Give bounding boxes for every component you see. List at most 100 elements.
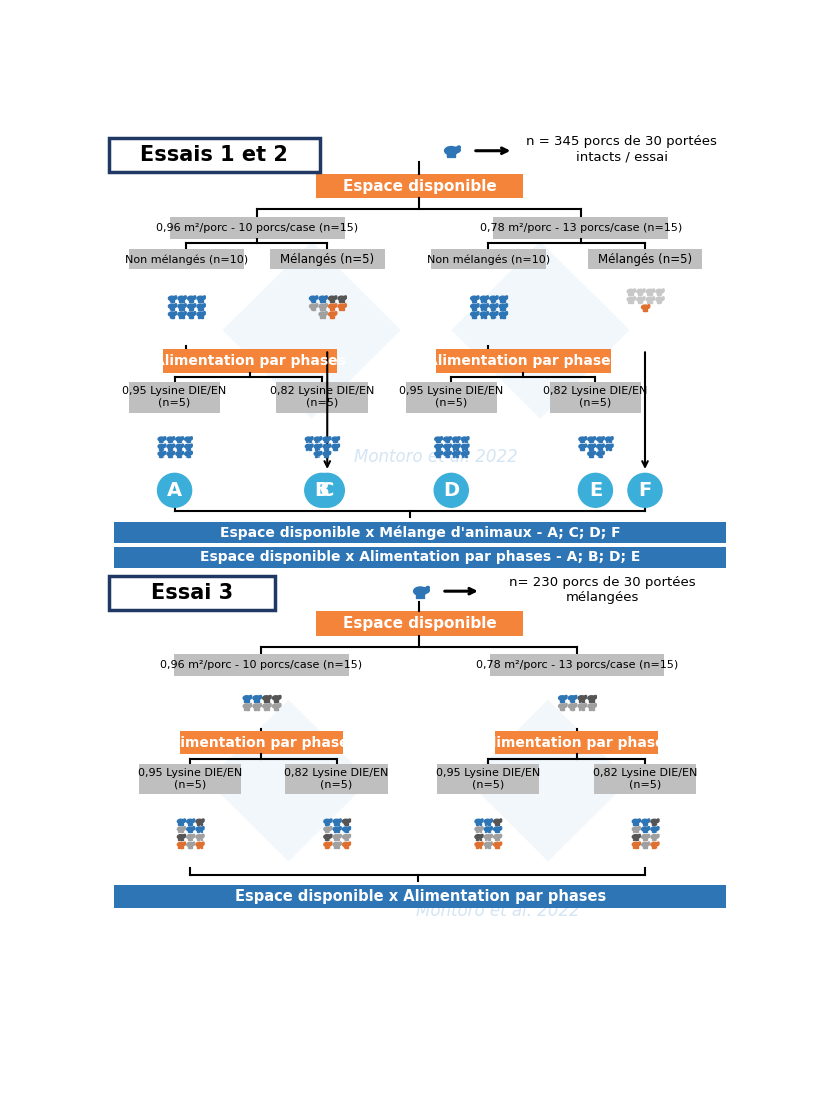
Bar: [199, 823, 200, 825]
Bar: [588, 708, 589, 709]
Ellipse shape: [587, 445, 594, 448]
Ellipse shape: [480, 312, 486, 317]
Bar: [651, 831, 652, 833]
Bar: [634, 846, 635, 847]
Ellipse shape: [568, 704, 575, 708]
Bar: [482, 317, 483, 318]
Ellipse shape: [319, 312, 326, 317]
Bar: [169, 440, 170, 443]
Ellipse shape: [337, 835, 341, 837]
Bar: [653, 838, 654, 841]
Bar: [454, 456, 455, 457]
Bar: [475, 308, 476, 310]
Bar: [319, 300, 320, 302]
Bar: [169, 456, 170, 457]
Bar: [198, 308, 199, 310]
Text: Alimentation par phases: Alimentation par phases: [427, 353, 618, 368]
Ellipse shape: [596, 452, 602, 456]
Bar: [485, 846, 486, 847]
Ellipse shape: [434, 452, 441, 456]
Ellipse shape: [167, 437, 173, 442]
Ellipse shape: [657, 834, 658, 835]
Ellipse shape: [652, 297, 654, 298]
Ellipse shape: [465, 437, 468, 440]
Bar: [188, 308, 189, 310]
Ellipse shape: [577, 704, 585, 708]
Text: 0,82 Lysine DIE/EN
(n=5): 0,82 Lysine DIE/EN (n=5): [592, 768, 696, 789]
Bar: [171, 440, 172, 443]
Bar: [337, 831, 338, 833]
Ellipse shape: [319, 437, 321, 440]
Ellipse shape: [175, 445, 182, 448]
Bar: [608, 448, 609, 449]
Ellipse shape: [316, 303, 317, 306]
Ellipse shape: [484, 827, 491, 832]
Ellipse shape: [558, 696, 565, 700]
Bar: [327, 838, 328, 841]
Bar: [327, 823, 328, 825]
Bar: [485, 831, 486, 833]
Bar: [191, 300, 192, 302]
Bar: [446, 155, 448, 157]
Bar: [264, 708, 265, 709]
Bar: [248, 708, 249, 709]
Ellipse shape: [333, 297, 337, 299]
Circle shape: [310, 474, 344, 507]
Ellipse shape: [187, 827, 193, 832]
Bar: [560, 700, 561, 701]
Bar: [456, 440, 457, 443]
Ellipse shape: [498, 827, 501, 830]
Ellipse shape: [325, 295, 327, 297]
Polygon shape: [450, 242, 629, 419]
Bar: [653, 846, 654, 847]
Ellipse shape: [422, 588, 429, 593]
Ellipse shape: [184, 452, 191, 456]
Bar: [244, 708, 245, 709]
Ellipse shape: [486, 303, 488, 306]
Text: F: F: [638, 481, 651, 500]
Bar: [172, 317, 173, 318]
Bar: [637, 301, 638, 303]
Bar: [489, 655, 663, 676]
Ellipse shape: [175, 295, 176, 297]
Ellipse shape: [493, 827, 500, 832]
Ellipse shape: [182, 827, 185, 830]
Ellipse shape: [193, 820, 194, 821]
Bar: [159, 456, 160, 457]
Bar: [559, 708, 560, 709]
Bar: [198, 823, 199, 825]
Bar: [592, 708, 593, 709]
Bar: [453, 155, 455, 157]
Ellipse shape: [193, 826, 194, 827]
Bar: [255, 700, 256, 701]
Bar: [570, 700, 571, 701]
Ellipse shape: [344, 295, 346, 297]
Polygon shape: [222, 242, 400, 419]
Ellipse shape: [349, 834, 350, 835]
Bar: [319, 317, 320, 318]
Ellipse shape: [336, 445, 339, 447]
Bar: [549, 381, 640, 413]
Ellipse shape: [337, 827, 341, 830]
Ellipse shape: [505, 312, 507, 313]
Ellipse shape: [582, 705, 586, 707]
Ellipse shape: [657, 820, 658, 821]
Ellipse shape: [279, 704, 281, 705]
Ellipse shape: [178, 297, 185, 301]
Bar: [254, 700, 255, 701]
Bar: [650, 301, 651, 303]
Bar: [629, 301, 630, 303]
Bar: [640, 293, 641, 295]
Ellipse shape: [187, 835, 193, 838]
Ellipse shape: [475, 312, 478, 316]
Bar: [580, 708, 581, 709]
Bar: [274, 700, 275, 701]
Bar: [494, 838, 495, 841]
Bar: [114, 885, 726, 909]
Bar: [654, 846, 656, 847]
Ellipse shape: [197, 312, 204, 317]
Bar: [446, 456, 447, 457]
Bar: [488, 846, 489, 847]
Bar: [340, 308, 341, 310]
Bar: [645, 838, 646, 841]
